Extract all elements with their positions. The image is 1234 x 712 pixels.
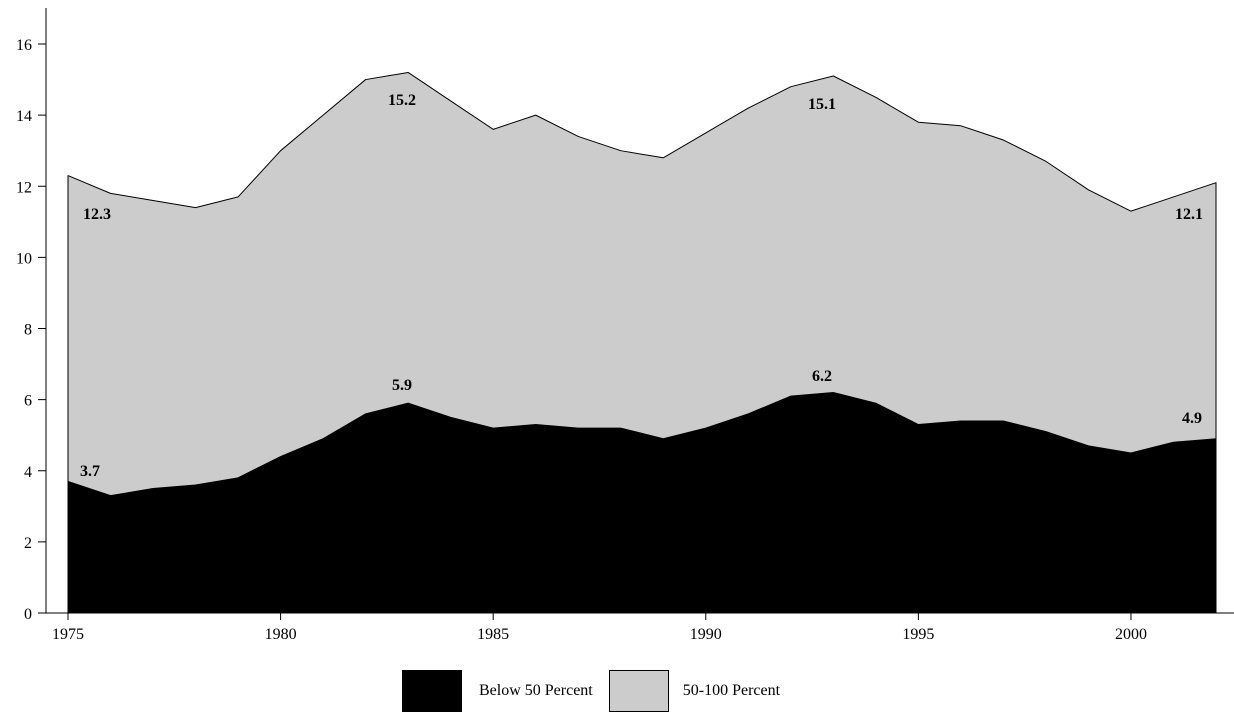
legend-label-below-50: Below 50 Percent (479, 682, 593, 699)
y-tick-label: 12 (16, 179, 32, 196)
x-tick-label: 1980 (265, 626, 297, 643)
legend-swatch-below-50 (402, 670, 462, 712)
data-label: 3.7 (80, 463, 100, 480)
x-tick-label: 2000 (1115, 626, 1147, 643)
data-label: 15.2 (388, 92, 416, 109)
y-tick-label: 10 (16, 250, 32, 267)
data-label: 4.9 (1182, 410, 1202, 427)
y-tick-label: 0 (24, 606, 32, 623)
legend-item-below-50: Below 50 Percent (402, 670, 609, 712)
y-tick-label: 16 (16, 37, 32, 54)
x-tick-label: 1975 (52, 626, 84, 643)
x-tick-label: 1985 (477, 626, 509, 643)
legend-swatch-50-100 (608, 670, 669, 712)
y-tick-label: 2 (24, 535, 32, 552)
data-label: 15.1 (808, 96, 836, 113)
legend-item-50-100: 50-100 Percent (608, 670, 781, 712)
data-label: 12.1 (1175, 206, 1203, 223)
y-tick-label: 8 (24, 322, 32, 339)
x-tick-label: 1990 (690, 626, 722, 643)
x-tick-label: 1995 (902, 626, 934, 643)
y-tick-label: 14 (16, 108, 32, 125)
area-below-50-percent (67, 392, 1217, 614)
y-tick-label: 6 (24, 393, 32, 410)
y-tick-label: 4 (24, 464, 32, 481)
legend-label-50-100: 50-100 Percent (682, 682, 781, 699)
legend: Below 50 Percent 50-100 Percent (402, 670, 780, 712)
data-label: 12.3 (83, 206, 111, 223)
data-label: 5.9 (392, 377, 412, 394)
data-label: 6.2 (812, 368, 832, 385)
